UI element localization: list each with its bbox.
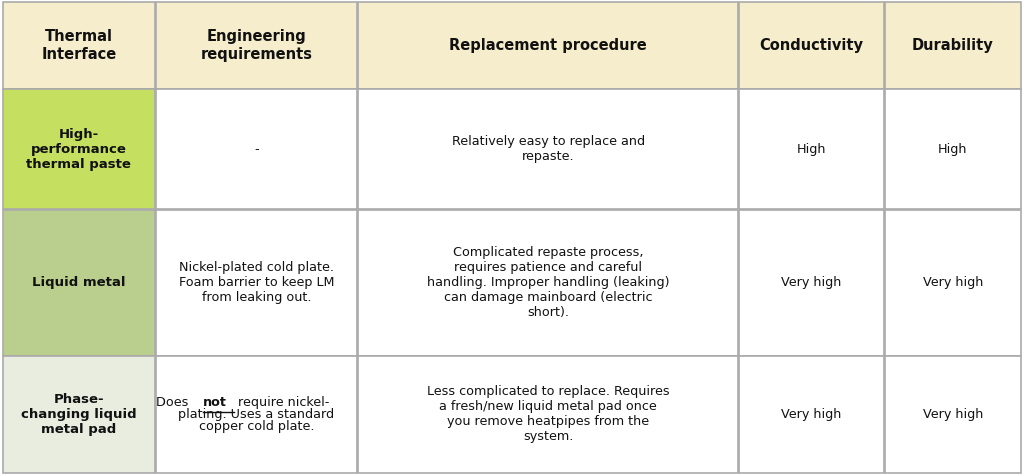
Text: Phase-
changing liquid
metal pad: Phase- changing liquid metal pad — [22, 393, 136, 436]
Text: Less complicated to replace. Requires
a fresh/new liquid metal pad once
you remo: Less complicated to replace. Requires a … — [427, 385, 670, 444]
Text: Thermal
Interface: Thermal Interface — [41, 29, 117, 62]
Bar — [3, 356, 155, 473]
Bar — [156, 2, 357, 89]
Bar — [358, 89, 738, 209]
Text: Complicated repaste process,
requires patience and careful
handling. Improper ha: Complicated repaste process, requires pa… — [427, 247, 670, 319]
Bar — [358, 356, 738, 473]
Text: High-
performance
thermal paste: High- performance thermal paste — [27, 128, 131, 171]
Text: copper cold plate.: copper cold plate. — [199, 420, 314, 433]
Bar — [885, 210, 1021, 356]
Bar — [885, 89, 1021, 209]
Bar — [156, 89, 357, 209]
Text: not: not — [203, 396, 227, 408]
Bar — [885, 356, 1021, 473]
Text: Replacement procedure: Replacement procedure — [450, 38, 647, 53]
Bar — [885, 2, 1021, 89]
Text: Liquid metal: Liquid metal — [32, 276, 126, 289]
Bar — [739, 89, 884, 209]
Text: Very high: Very high — [923, 408, 983, 421]
Text: High: High — [797, 143, 826, 156]
Text: Nickel-plated cold plate.
Foam barrier to keep LM
from leaking out.: Nickel-plated cold plate. Foam barrier t… — [179, 261, 334, 304]
Text: require nickel-: require nickel- — [233, 396, 330, 408]
Text: Conductivity: Conductivity — [760, 38, 863, 53]
Bar — [3, 210, 155, 356]
Bar — [739, 356, 884, 473]
Text: plating. Uses a standard: plating. Uses a standard — [178, 408, 335, 421]
Text: High: High — [938, 143, 968, 156]
Text: Very high: Very high — [781, 408, 842, 421]
Bar — [3, 89, 155, 209]
Bar — [358, 210, 738, 356]
Bar — [156, 210, 357, 356]
Bar — [739, 210, 884, 356]
Bar — [358, 2, 738, 89]
Bar — [156, 356, 357, 473]
Text: Relatively easy to replace and
repaste.: Relatively easy to replace and repaste. — [452, 135, 645, 163]
Text: Engineering
requirements: Engineering requirements — [201, 29, 312, 62]
Bar — [739, 2, 884, 89]
Text: Does: Does — [156, 396, 193, 408]
Text: Very high: Very high — [781, 276, 842, 289]
Bar — [3, 2, 155, 89]
Text: Very high: Very high — [923, 276, 983, 289]
Text: -: - — [254, 143, 259, 156]
Text: Durability: Durability — [912, 38, 993, 53]
